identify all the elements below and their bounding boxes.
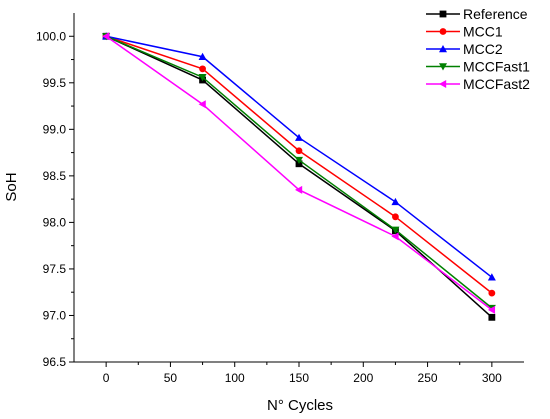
x-tick-label: 0 (103, 371, 110, 385)
legend-label: MCCFast2 (463, 76, 530, 92)
x-axis: 0 50 100 150 200 250 300 (103, 362, 502, 385)
series-mccfast2 (102, 32, 496, 314)
data-point-reference (488, 313, 496, 321)
data-point-mccfast2 (487, 305, 496, 314)
x-tick-label: 150 (289, 371, 309, 385)
legend-item-reference: Reference (426, 6, 528, 22)
legend-item-mccfast1: MCCFast1 (426, 59, 530, 75)
series-line-mccfast2 (105, 35, 493, 311)
data-point-mccfast2 (295, 185, 303, 194)
data-point-mcc2 (295, 133, 303, 141)
data-point-mcc2 (391, 197, 400, 206)
y-tick-label: 97.5 (43, 262, 67, 276)
x-tick-label: 300 (482, 371, 502, 385)
legend-item-mcc2: MCC2 (426, 41, 503, 57)
y-tick-label: 98.0 (43, 215, 67, 229)
x-axis-title: N° Cycles (267, 397, 333, 414)
legend-item-mcc1: MCC1 (426, 24, 503, 40)
data-point-mccfast1 (295, 156, 303, 165)
y-tick-label: 99.5 (43, 76, 67, 90)
x-tick-label: 50 (164, 371, 178, 385)
series-line-mcc2 (105, 35, 493, 278)
series-layer (102, 32, 496, 321)
y-axis: 96.5 97.0 97.5 98.0 98.5 99.0 99.5 100.0 (36, 29, 74, 369)
y-tick-label: 100.0 (36, 29, 66, 43)
plot-frame (73, 13, 524, 363)
legend-marker (439, 80, 447, 88)
data-point-mcc2 (487, 273, 496, 281)
data-point-mccfast1 (391, 226, 400, 234)
data-point-mcc1 (488, 289, 496, 297)
x-tick-label: 250 (418, 371, 438, 385)
series-mcc1 (102, 32, 496, 297)
data-point-mcc1 (392, 213, 399, 221)
x-tick-label: 100 (225, 371, 245, 385)
data-point-mccfast2 (198, 100, 206, 109)
series-line-reference (105, 35, 493, 318)
series-mcc2 (102, 32, 496, 281)
legend-marker (439, 63, 447, 71)
data-point-mccfast2 (391, 232, 399, 241)
legend-label: Reference (463, 6, 528, 22)
legend-marker (439, 10, 447, 18)
data-point-mcc2 (198, 52, 207, 60)
y-axis-title: SoH (3, 172, 20, 201)
y-tick-label: 99.0 (43, 122, 67, 136)
y-tick-label: 97.0 (43, 308, 67, 322)
data-point-mccfast2 (102, 32, 110, 41)
legend-label: MCC2 (463, 41, 503, 57)
legend-marker (439, 28, 447, 35)
y-tick-label: 98.5 (43, 169, 67, 183)
legend-label: MCCFast1 (463, 59, 530, 75)
y-tick-label: 96.5 (43, 355, 67, 369)
legend-marker (439, 45, 447, 53)
legend-item-mccfast2: MCCFast2 (426, 76, 530, 92)
data-point-mcc1 (295, 147, 303, 155)
data-point-mccfast1 (198, 74, 207, 82)
legend-label: MCC1 (463, 24, 503, 40)
data-point-mcc1 (199, 65, 206, 73)
x-tick-label: 200 (353, 371, 373, 385)
